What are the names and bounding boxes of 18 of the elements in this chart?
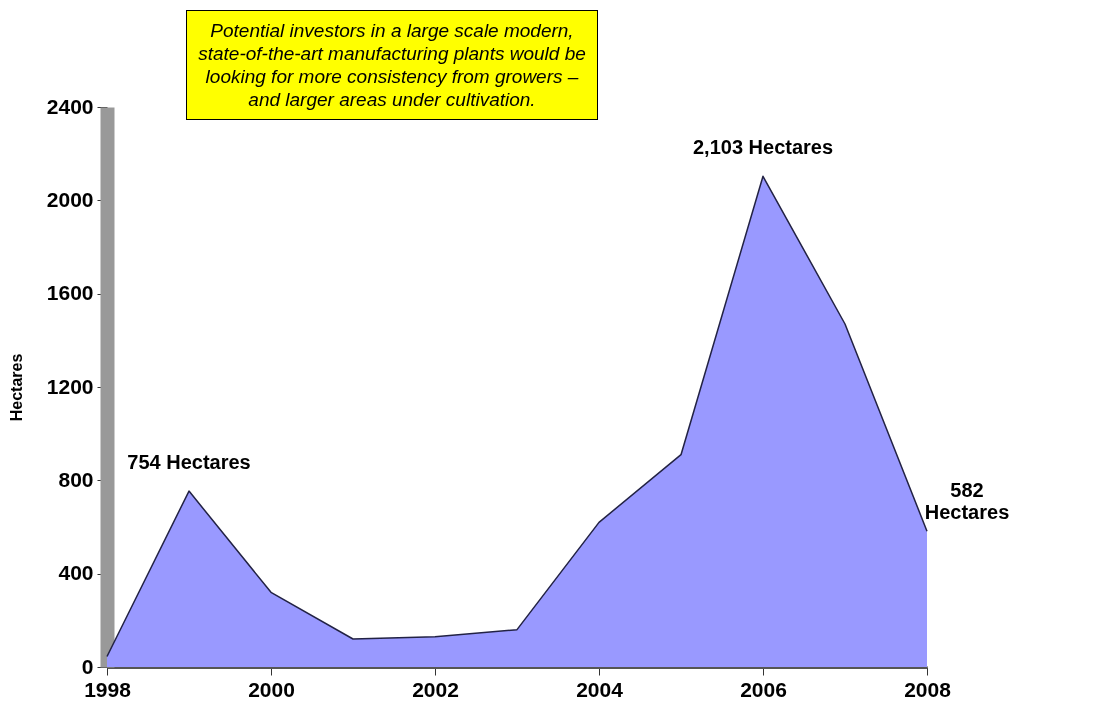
data-label: 754 Hectares — [127, 451, 251, 474]
data-label: 2,103 Hectares — [692, 136, 834, 159]
y-axis-title: Hectares — [7, 353, 25, 422]
data-label: 582 Hectares — [924, 479, 1010, 524]
y-tick-label: 2000 — [46, 187, 94, 211]
x-tick-label: 2006 — [740, 677, 787, 701]
y-tick-label: 800 — [58, 467, 94, 491]
y-tick-label: 1600 — [46, 281, 94, 305]
x-tick-label: 2002 — [412, 677, 459, 701]
annotation: Potential investors in a large scale modern, state-of-the-art manufacturing plants would be looking for more consistency from growers –and larger areas under cultivation. — [186, 10, 598, 120]
y-tick-label: 2400 — [46, 94, 94, 118]
x-tick-label: 1998 — [84, 677, 132, 701]
x-tick-label: 2000 — [248, 677, 295, 701]
y-tick-label: 1200 — [46, 374, 94, 398]
y-tick-label: 400 — [58, 561, 94, 585]
y-tick-label: 0 — [81, 654, 94, 678]
x-tick-label: 2008 — [904, 677, 952, 701]
x-tick-label: 2004 — [576, 677, 624, 701]
